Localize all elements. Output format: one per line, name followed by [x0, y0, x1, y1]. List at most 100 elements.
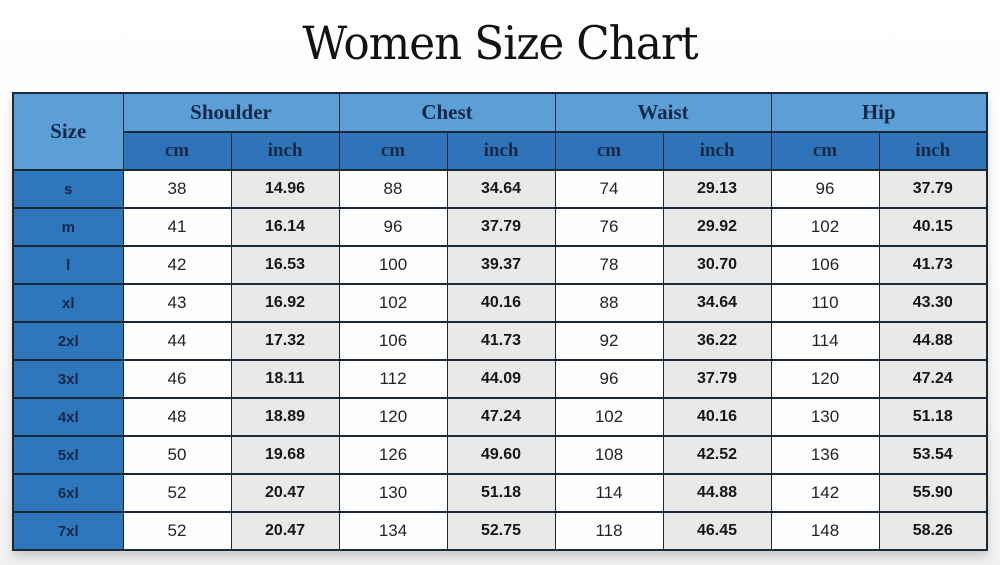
- inch-value-cell: 51.18: [878, 397, 988, 437]
- cm-value-cell: 74: [554, 169, 664, 209]
- inch-value-cell: 52.75: [446, 511, 556, 551]
- cm-value-cell: 76: [554, 207, 664, 247]
- inch-value-cell: 16.53: [230, 245, 340, 285]
- inch-value-cell: 47.24: [446, 397, 556, 437]
- column-header-chest: Chest: [338, 92, 556, 133]
- table-row: 7xl 52 20.47 134 52.75 118 46.45 148 58.26: [12, 511, 988, 551]
- inch-value-cell: 43.30: [878, 283, 988, 323]
- unit-header-inch: inch: [446, 131, 556, 171]
- size-label: 4xl: [12, 397, 124, 437]
- inch-value-cell: 16.92: [230, 283, 340, 323]
- inch-value-cell: 30.70: [662, 245, 772, 285]
- inch-value-cell: 42.52: [662, 435, 772, 475]
- cm-value-cell: 96: [554, 359, 664, 399]
- unit-header-cm: cm: [338, 131, 448, 171]
- inch-value-cell: 51.18: [446, 473, 556, 513]
- cm-value-cell: 114: [554, 473, 664, 513]
- inch-value-cell: 29.92: [662, 207, 772, 247]
- cm-value-cell: 96: [770, 169, 880, 209]
- cm-value-cell: 46: [122, 359, 232, 399]
- table-row: l 42 16.53 100 39.37 78 30.70 106 41.73: [12, 245, 988, 285]
- inch-value-cell: 40.16: [446, 283, 556, 323]
- cm-value-cell: 52: [122, 511, 232, 551]
- cm-value-cell: 148: [770, 511, 880, 551]
- cm-value-cell: 126: [338, 435, 448, 475]
- cm-value-cell: 88: [338, 169, 448, 209]
- column-header-shoulder: Shoulder: [122, 92, 340, 133]
- cm-value-cell: 130: [770, 397, 880, 437]
- inch-value-cell: 40.16: [662, 397, 772, 437]
- inch-value-cell: 55.90: [878, 473, 988, 513]
- cm-value-cell: 106: [338, 321, 448, 361]
- inch-value-cell: 29.13: [662, 169, 772, 209]
- table-body: s 38 14.96 88 34.64 74 29.13 96 37.79 m 41 16.14 96 3…: [12, 169, 988, 551]
- cm-value-cell: 88: [554, 283, 664, 323]
- cm-value-cell: 42: [122, 245, 232, 285]
- cm-value-cell: 44: [122, 321, 232, 361]
- table-row: 3xl 46 18.11 112 44.09 96 37.79 120 47.24: [12, 359, 988, 399]
- table-row: 6xl 52 20.47 130 51.18 114 44.88 142 55.90: [12, 473, 988, 513]
- size-label: 3xl: [12, 359, 124, 399]
- inch-value-cell: 47.24: [878, 359, 988, 399]
- inch-value-cell: 19.68: [230, 435, 340, 475]
- table-row: 2xl 44 17.32 106 41.73 92 36.22 114 44.88: [12, 321, 988, 361]
- size-label: 6xl: [12, 473, 124, 513]
- inch-value-cell: 44.88: [878, 321, 988, 361]
- inch-value-cell: 44.88: [662, 473, 772, 513]
- cm-value-cell: 110: [770, 283, 880, 323]
- cm-value-cell: 134: [338, 511, 448, 551]
- inch-value-cell: 46.45: [662, 511, 772, 551]
- cm-value-cell: 114: [770, 321, 880, 361]
- cm-value-cell: 142: [770, 473, 880, 513]
- column-header-size: Size: [12, 92, 124, 171]
- inch-value-cell: 49.60: [446, 435, 556, 475]
- cm-value-cell: 120: [338, 397, 448, 437]
- inch-value-cell: 34.64: [662, 283, 772, 323]
- inch-value-cell: 17.32: [230, 321, 340, 361]
- cm-value-cell: 38: [122, 169, 232, 209]
- cm-value-cell: 52: [122, 473, 232, 513]
- size-label: 7xl: [12, 511, 124, 551]
- cm-value-cell: 41: [122, 207, 232, 247]
- cm-value-cell: 136: [770, 435, 880, 475]
- inch-value-cell: 36.22: [662, 321, 772, 361]
- unit-header-inch: inch: [230, 131, 340, 171]
- inch-value-cell: 41.73: [446, 321, 556, 361]
- cm-value-cell: 112: [338, 359, 448, 399]
- inch-value-cell: 18.89: [230, 397, 340, 437]
- size-label: 5xl: [12, 435, 124, 475]
- cm-value-cell: 48: [122, 397, 232, 437]
- table-row: 4xl 48 18.89 120 47.24 102 40.16 130 51.18: [12, 397, 988, 437]
- cm-value-cell: 106: [770, 245, 880, 285]
- size-chart-table: Size Shoulder Chest Waist Hip cm inch cm…: [12, 92, 988, 551]
- size-label: l: [12, 245, 124, 285]
- cm-value-cell: 102: [770, 207, 880, 247]
- cm-value-cell: 92: [554, 321, 664, 361]
- inch-value-cell: 34.64: [446, 169, 556, 209]
- page-title: Women Size Chart: [302, 16, 698, 70]
- unit-header-row: cm inch cm inch cm inch cm inch: [13, 131, 988, 171]
- inch-value-cell: 37.79: [662, 359, 772, 399]
- table-row: m 41 16.14 96 37.79 76 29.92 102 40.15: [12, 207, 988, 247]
- unit-header-inch: inch: [878, 131, 988, 171]
- size-label: s: [12, 169, 124, 209]
- inch-value-cell: 58.26: [878, 511, 988, 551]
- table-header: Size Shoulder Chest Waist Hip cm inch cm…: [12, 92, 988, 171]
- inch-value-cell: 53.54: [878, 435, 988, 475]
- cm-value-cell: 50: [122, 435, 232, 475]
- size-label: 2xl: [12, 321, 124, 361]
- inch-value-cell: 14.96: [230, 169, 340, 209]
- unit-header-cm: cm: [770, 131, 880, 171]
- unit-header-cm: cm: [554, 131, 664, 171]
- table-row: xl 43 16.92 102 40.16 88 34.64 110 43.30: [12, 283, 988, 323]
- unit-header-cm: cm: [122, 131, 232, 171]
- inch-value-cell: 16.14: [230, 207, 340, 247]
- cm-value-cell: 108: [554, 435, 664, 475]
- inch-value-cell: 37.79: [446, 207, 556, 247]
- cm-value-cell: 96: [338, 207, 448, 247]
- inch-value-cell: 18.11: [230, 359, 340, 399]
- inch-value-cell: 37.79: [878, 169, 988, 209]
- unit-header-inch: inch: [662, 131, 772, 171]
- inch-value-cell: 20.47: [230, 473, 340, 513]
